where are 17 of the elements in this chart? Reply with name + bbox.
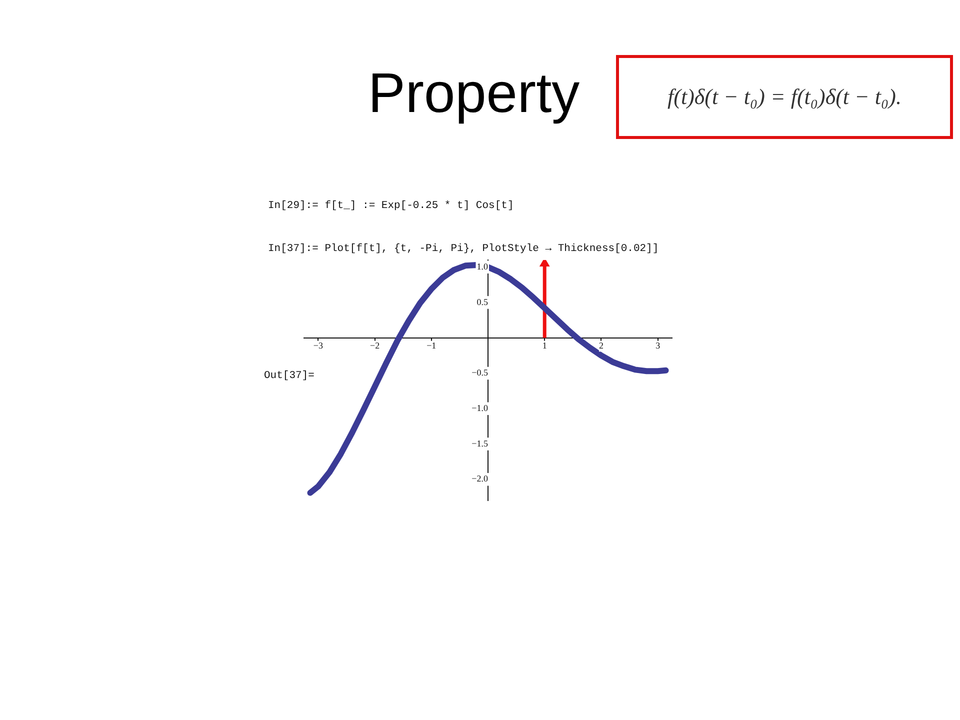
y-tick-label: −2.0 xyxy=(472,474,488,484)
x-tick-label: 2 xyxy=(598,340,604,351)
y-tick-label: −0.5 xyxy=(472,368,488,378)
annotation: Out[37]= xyxy=(264,370,314,382)
y-tick-label: −1.0 xyxy=(472,402,488,413)
y-tick-label: 1.0 xyxy=(476,261,488,272)
text: In[37]:= Plot[f[t], {t, -Pi, Pi}, PlotStyle → Thickness[0.02]] xyxy=(268,243,659,255)
text: In[29]:= f[t_] := Exp[-0.25 * t] Cos[t] xyxy=(268,200,514,212)
text: f(t)δ(t − t₀) = f(t₀)δ(t − t₀). xyxy=(616,55,953,139)
y-tick-label: −1.5 xyxy=(472,438,488,448)
chart-title: Property xyxy=(368,60,580,125)
x-tick-label: 1 xyxy=(542,340,547,351)
x-tick-label: −3 xyxy=(313,340,324,351)
x-tick-label: 3 xyxy=(656,340,661,351)
y-tick-label: 0.5 xyxy=(476,296,488,307)
x-tick-label: −1 xyxy=(426,340,436,351)
x-tick-label: −2 xyxy=(370,340,380,351)
